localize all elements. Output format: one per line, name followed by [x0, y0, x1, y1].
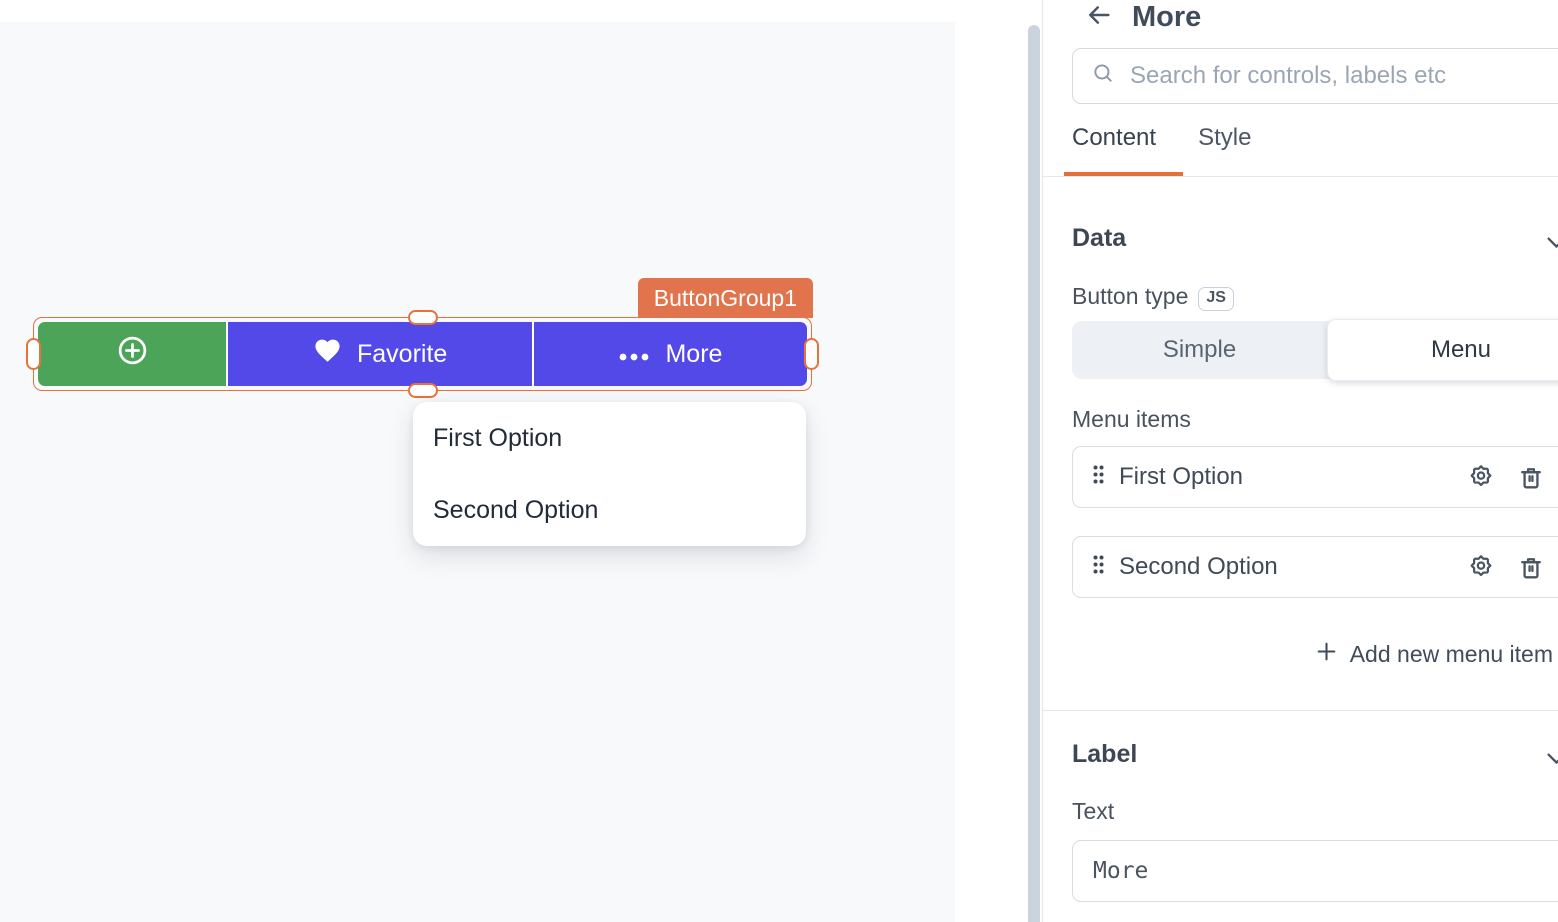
active-tab-underline: [1064, 172, 1183, 177]
js-toggle-badge[interactable]: JS: [1198, 287, 1234, 311]
button-group: Favorite More: [38, 322, 807, 386]
menu-item-label: First Option: [1119, 463, 1244, 490]
menu-items-label: Menu items: [1072, 406, 1191, 432]
more-dropdown-menu: First Option Second Option: [413, 402, 806, 546]
heart-icon: [313, 336, 342, 372]
tab-content[interactable]: Content: [1072, 124, 1157, 151]
chevron-down-icon[interactable]: [1543, 228, 1558, 260]
buttongroup-widget-selection[interactable]: ButtonGroup1 Favorite More: [26, 278, 819, 398]
resize-handle-bottom[interactable]: [407, 383, 438, 398]
trash-icon[interactable]: [1517, 464, 1545, 497]
button-type-label: Button type JS: [1072, 283, 1234, 311]
plus-icon: [1314, 639, 1339, 669]
section-divider: [1043, 710, 1558, 711]
trash-icon[interactable]: [1517, 554, 1545, 587]
resize-handle-top[interactable]: [407, 310, 438, 325]
property-search[interactable]: [1072, 48, 1558, 104]
button-type-option-menu[interactable]: Menu: [1327, 319, 1558, 381]
more-button-label: More: [665, 339, 723, 368]
chevron-down-icon[interactable]: [1543, 744, 1558, 776]
section-title-data: Data: [1072, 224, 1127, 252]
label-text-input[interactable]: [1093, 858, 1558, 884]
label-text-input-wrapper: [1072, 840, 1558, 902]
resize-handle-left[interactable]: [26, 338, 41, 370]
plus-circle-icon: [116, 334, 149, 374]
favorite-button[interactable]: Favorite: [227, 322, 533, 386]
menu-item-label: Second Option: [1119, 553, 1278, 580]
favorite-button-label: Favorite: [356, 339, 448, 368]
widget-name-badge[interactable]: ButtonGroup1: [637, 278, 813, 318]
button-type-segmented-control: Simple Menu: [1072, 319, 1558, 381]
resize-handle-right[interactable]: [804, 338, 819, 370]
panel-title: More: [1132, 0, 1202, 33]
drag-handle-icon[interactable]: [1091, 463, 1106, 491]
text-field-label: Text: [1072, 798, 1115, 824]
button-type-option-simple[interactable]: Simple: [1162, 336, 1237, 363]
search-input[interactable]: [1130, 62, 1558, 90]
dropdown-item-first[interactable]: First Option: [433, 423, 563, 452]
menu-item-row-second[interactable]: Second Option: [1072, 536, 1558, 598]
add-new-menu-item-button[interactable]: Add new menu item: [1314, 639, 1553, 669]
section-title-label: Label: [1072, 740, 1138, 768]
tabs-divider: [1043, 176, 1558, 177]
gear-icon[interactable]: [1467, 464, 1495, 497]
app-canvas[interactable]: ButtonGroup1 Favorite More: [0, 22, 955, 922]
add-new-menu-item-label: Add new menu item: [1349, 640, 1553, 667]
more-button[interactable]: More: [533, 322, 807, 386]
panel-scrollbar[interactable]: [1028, 25, 1040, 922]
add-button[interactable]: [38, 322, 227, 386]
ellipsis-icon: [618, 340, 650, 369]
drag-handle-icon[interactable]: [1091, 553, 1106, 581]
gear-icon[interactable]: [1467, 554, 1495, 587]
back-arrow-icon[interactable]: [1085, 1, 1113, 34]
panel-tabs: Content Style: [1072, 124, 1251, 152]
tab-style[interactable]: Style: [1198, 124, 1252, 151]
dropdown-item-second[interactable]: Second Option: [433, 495, 599, 524]
search-icon: [1091, 61, 1116, 91]
property-pane-header: More: [1085, 0, 1201, 34]
menu-item-row-first[interactable]: First Option: [1072, 446, 1558, 508]
